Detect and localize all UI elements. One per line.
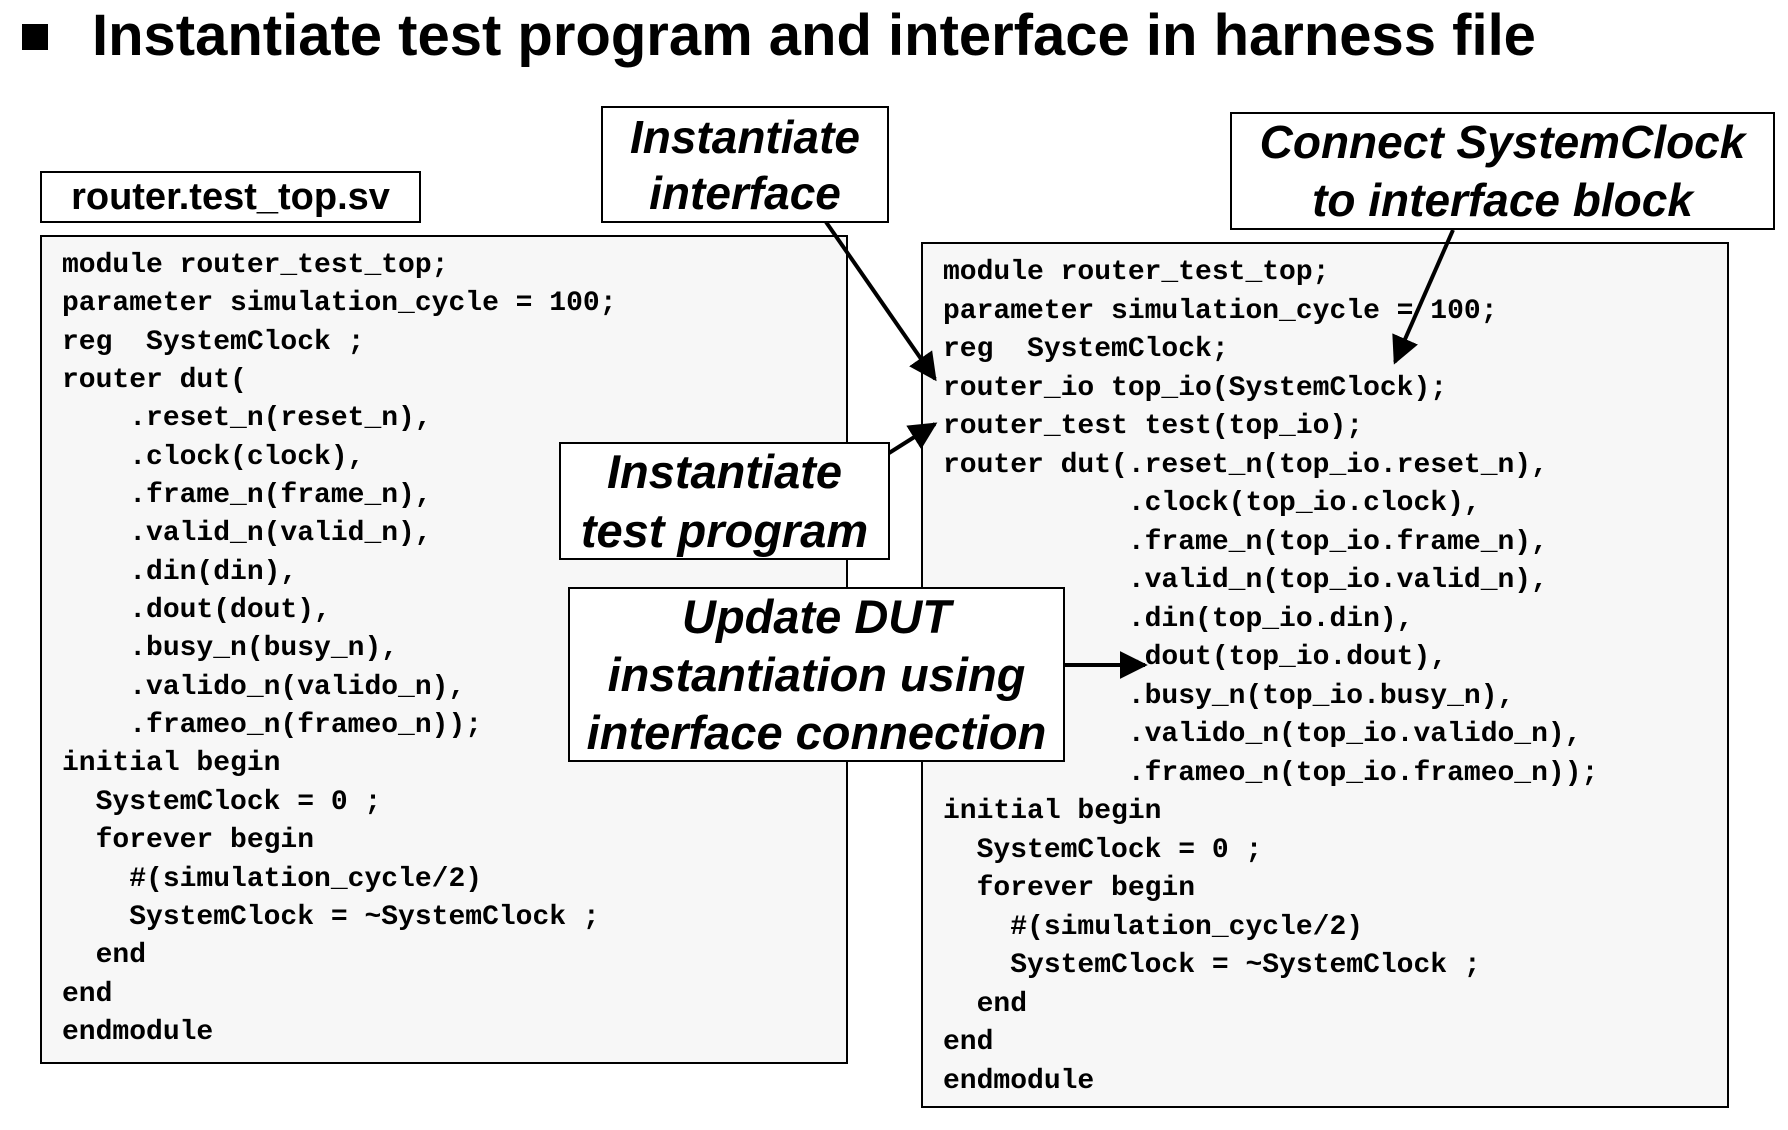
code-line: parameter simulation_cycle = 100; (943, 295, 1498, 327)
code-line: end (943, 1027, 994, 1058)
code-line: reg SystemClock ; (62, 326, 365, 358)
code-line: .busy_n(top_io.busy_n), (943, 680, 1515, 712)
code-line: end (62, 978, 113, 1010)
code-line: initial begin (62, 748, 281, 780)
code-line: parameter simulation_cycle = 100; (62, 288, 617, 320)
callout-line: test program (580, 504, 869, 557)
code-line: .valid_n(valid_n), (62, 518, 432, 550)
code-line: .clock(clock), (62, 441, 365, 473)
code-line: endmodule (62, 1016, 214, 1048)
code-line: SystemClock = ~SystemClock ; (62, 901, 600, 933)
callout-instantiate-program: Instantiate test program (559, 442, 890, 560)
callout-line: interface (649, 166, 841, 219)
callout-update-dut: Update DUT instantiation using interface… (568, 587, 1065, 762)
callout-line: Instantiate (629, 110, 861, 163)
code-line: end (943, 988, 1028, 1020)
callout-line: Instantiate (606, 445, 843, 498)
code-line: router dut(.reset_n(top_io.reset_n), (943, 449, 1548, 481)
code-line: endmodule (943, 1065, 1095, 1097)
code-line: .frameo_n(top_io.frameo_n)); (943, 757, 1599, 789)
callout-line: Update DUT (682, 589, 951, 643)
slide-title: Instantiate test program and interface i… (22, 0, 1536, 70)
code-line: .frame_n(top_io.frame_n), (943, 526, 1548, 558)
code-line: .reset_n(reset_n), (62, 403, 432, 435)
slide-title-text: Instantiate test program and interface i… (92, 2, 1536, 68)
code-line: SystemClock = 0 ; (62, 786, 382, 818)
code-line: .din(top_io.din), (943, 603, 1414, 635)
code-line: .frameo_n(frameo_n)); (62, 710, 483, 742)
code-line: forever begin (62, 825, 315, 857)
code-line: #(simulation_cycle/2) (62, 863, 483, 895)
code-line: .clock(top_io.clock), (943, 488, 1481, 519)
code-line: .frame_n(frame_n), (62, 480, 432, 512)
code-line: #(simulation_cycle/2) (943, 911, 1364, 943)
callout-line: to interface block (1312, 174, 1693, 226)
code-line: reg SystemClock; (943, 334, 1229, 365)
code-line: router_test test(top_io); (943, 411, 1364, 442)
callout-connect-clock: Connect SystemClock to interface block (1230, 112, 1775, 230)
callout-line: Connect SystemClock (1259, 116, 1746, 168)
code-line: initial begin (943, 796, 1162, 827)
code-line: router dut( (62, 365, 247, 397)
code-line: .busy_n(busy_n), (62, 633, 399, 665)
callout-line: interface connection (586, 705, 1047, 759)
code-line: SystemClock = ~SystemClock ; (943, 950, 1481, 981)
code-line: end (62, 940, 147, 972)
code-line: .dout(dout), (62, 595, 331, 627)
callout-instantiate-interface: Instantiate interface (601, 106, 889, 223)
code-line: forever begin (943, 873, 1196, 904)
code-line: module router_test_top; (62, 250, 449, 281)
file-name-label: router.test_top.sv (40, 171, 421, 223)
code-line: router_io top_io(SystemClock); (943, 372, 1448, 404)
code-line: .dout(top_io.dout), (943, 642, 1448, 673)
code-line: .valido_n(valido_n), (62, 671, 466, 703)
square-bullet-icon (22, 24, 48, 50)
callout-line: instantiation using (607, 647, 1026, 701)
code-line: .valid_n(top_io.valid_n), (943, 565, 1548, 596)
code-line: module router_test_top; (943, 257, 1330, 288)
code-line: .din(din), (62, 556, 298, 588)
code-line: .valido_n(top_io.valido_n), (943, 719, 1582, 750)
code-line: SystemClock = 0 ; (943, 834, 1263, 866)
